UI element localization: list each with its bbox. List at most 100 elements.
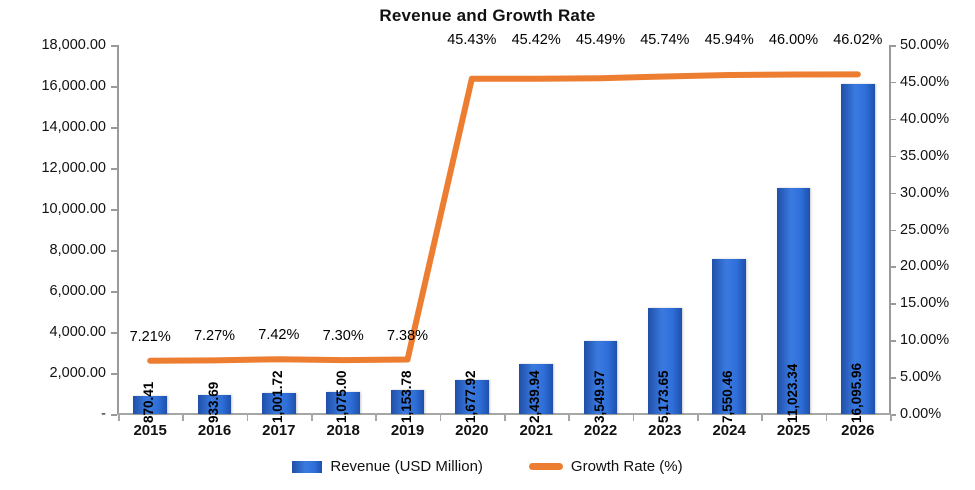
y-axis-left-line: [117, 45, 119, 414]
x-tick: [182, 414, 184, 421]
x-axis-label: 2017: [262, 422, 296, 439]
x-tick: [825, 414, 828, 421]
y-tick-label-left: 14,000.00: [41, 119, 106, 135]
x-axis-label: 2026: [841, 422, 875, 439]
y-tick-left: [111, 250, 117, 252]
x-tick: [246, 414, 249, 421]
y-tick-label-right: 40.00%: [900, 110, 950, 127]
y-tick-label-left: 8,000.00: [49, 242, 106, 258]
bar[interactable]: [133, 396, 167, 414]
y-tick-right: [890, 192, 896, 195]
y-tick-label-right: 30.00%: [900, 184, 950, 201]
bar-value-label: 7,550.46: [720, 370, 736, 423]
growth-rate-line-path: [147, 71, 861, 364]
legend-label-revenue: Revenue (USD Million): [330, 458, 483, 475]
y-tick-label-left: -: [101, 406, 106, 422]
y-tick-label-right: 50.00%: [900, 37, 950, 53]
line-point-label: 45.49%: [575, 32, 626, 48]
x-axis-label: 2019: [390, 422, 425, 439]
y-axis-right-line: [889, 45, 891, 414]
bar-value-label: 1,153.78: [398, 370, 414, 423]
y-tick-label-left: 16,000.00: [41, 78, 106, 94]
x-axis-label: 2015: [133, 422, 167, 439]
x-tick: [311, 414, 313, 421]
x-tick: [697, 414, 699, 421]
y-tick-left: [111, 86, 117, 88]
bar-value-label: 11,023.34: [784, 363, 800, 423]
y-tick-label-left: 10,000.00: [41, 201, 106, 217]
line-point-label: 7.30%: [322, 328, 364, 345]
bar-value-label: 3,549.97: [591, 370, 607, 423]
bar[interactable]: [776, 188, 811, 414]
bar-value-label: 933.69: [205, 381, 221, 423]
legend-label-growth-rate: Growth Rate (%): [570, 458, 683, 475]
y-tick-label-left: 6,000.00: [49, 283, 106, 299]
x-axis-label: 2024: [712, 422, 746, 439]
y-tick-left: [111, 291, 117, 293]
x-axis-label: 2020: [455, 422, 489, 439]
x-tick: [761, 414, 763, 421]
bar-value-label: 2,439.94: [527, 370, 543, 423]
x-tick: [504, 414, 506, 421]
y-tick-label-left: 12,000.00: [41, 160, 106, 176]
bar[interactable]: [326, 391, 360, 414]
x-tick: [890, 414, 892, 421]
y-tick-right: [890, 81, 896, 84]
legend-item-growth-rate[interactable]: Growth Rate (%): [528, 458, 683, 475]
bar[interactable]: [262, 393, 296, 414]
x-axis-line: [117, 413, 890, 415]
x-tick: [632, 414, 635, 421]
bar[interactable]: [390, 390, 425, 414]
growth-rate-line: [147, 71, 861, 364]
y-tick-label-right: 10.00%: [900, 332, 950, 349]
y-tick-right: [890, 414, 896, 416]
bar[interactable]: [841, 84, 875, 414]
chart-title: Revenue and Growth Rate: [379, 6, 596, 25]
y-tick-right: [890, 340, 896, 342]
y-tick-right: [890, 45, 896, 47]
x-axis-label: 2016: [197, 422, 232, 439]
x-axis-label: 2025: [776, 422, 811, 439]
legend-item-revenue[interactable]: Revenue (USD Million): [292, 458, 483, 475]
x-tick: [375, 414, 377, 421]
bar-value-label: 870.41: [141, 381, 157, 423]
y-tick-label-right: 35.00%: [900, 147, 950, 164]
line-point-label: 46.02%: [833, 32, 883, 48]
bar[interactable]: [648, 307, 682, 414]
line-point-label: 45.43%: [447, 32, 497, 48]
bar[interactable]: [712, 259, 746, 414]
legend-line-swatch-icon: [528, 463, 563, 470]
x-tick: [568, 414, 570, 421]
y-tick-label-right: 20.00%: [900, 258, 950, 275]
bar[interactable]: [455, 379, 489, 414]
legend-bar-swatch-icon: [292, 460, 323, 473]
bar-value-label: 5,173.65: [655, 370, 671, 423]
line-point-label: 7.38%: [386, 327, 429, 344]
y-tick-left: [111, 209, 117, 211]
y-tick-right: [890, 266, 896, 268]
y-tick-label-left: 4,000.00: [49, 324, 106, 340]
y-tick-label-right: 45.00%: [900, 73, 950, 90]
plot-area: [118, 45, 890, 414]
line-point-label: 45.42%: [511, 32, 561, 48]
x-axis-label: 2022: [583, 422, 618, 439]
y-tick-left: [111, 45, 117, 47]
bar-value-label: 1,677.92: [462, 370, 478, 423]
bar-value-label: 1,001.72: [269, 370, 285, 423]
x-axis-label: 2021: [519, 422, 553, 439]
line-point-label: 45.94%: [704, 32, 754, 48]
x-tick: [118, 414, 120, 421]
bar-value-label: 16,095.96: [848, 362, 864, 423]
bar[interactable]: [519, 363, 553, 414]
line-point-label: 7.21%: [129, 328, 171, 345]
line-point-label: 45.74%: [640, 32, 690, 48]
bar[interactable]: [197, 394, 232, 414]
line-point-label: 7.42%: [258, 327, 300, 344]
y-tick-right: [890, 118, 896, 121]
y-tick-label-right: 0.00%: [900, 406, 942, 422]
y-tick-right: [890, 229, 896, 231]
bar[interactable]: [583, 341, 618, 414]
y-tick-right: [890, 377, 896, 379]
y-tick-label-left: 18,000.00: [41, 37, 106, 53]
bar-value-label: 1,075.00: [334, 370, 350, 423]
